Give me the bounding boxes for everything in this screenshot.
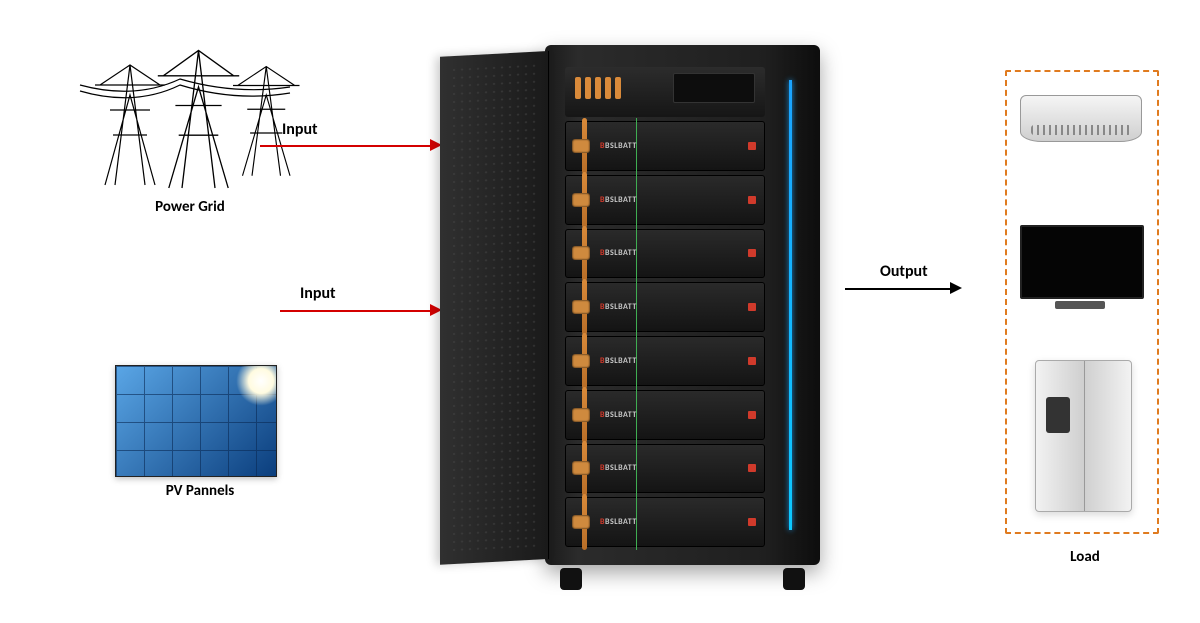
- rack-area: BBSLBATT BBSLBATT BBSLBATT: [565, 67, 765, 547]
- cabinet-led-strip: [789, 80, 792, 530]
- battery-module: BBSLBATT: [565, 282, 765, 332]
- module-brand: BBSLBATT: [600, 463, 637, 473]
- door-mesh: [450, 62, 538, 555]
- cabinet-feet: [560, 568, 805, 590]
- sun-icon: [236, 365, 277, 406]
- status-led: [748, 518, 756, 526]
- battery-module: BBSLBATT: [565, 497, 765, 547]
- module-brand: BBSLBATT: [600, 248, 637, 258]
- air-conditioner-icon: [1020, 95, 1142, 142]
- tv-screen: [1020, 225, 1144, 299]
- cable-port: [572, 139, 590, 153]
- battery-module: BBSLBATT: [565, 229, 765, 279]
- power-grid-icon: [75, 45, 305, 195]
- module-brand: BBSLBATT: [600, 517, 637, 527]
- battery-module: BBSLBATT: [565, 175, 765, 225]
- module-brand: BBSLBATT: [600, 195, 637, 205]
- cable-port: [572, 193, 590, 207]
- cabinet-door: [440, 51, 549, 565]
- status-led: [748, 464, 756, 472]
- module-brand: BBSLBATT: [600, 141, 637, 151]
- cable-port: [572, 300, 590, 314]
- battery-module: BBSLBATT: [565, 121, 765, 171]
- battery-cabinet: BBSLBATT BBSLBATT BBSLBATT: [440, 45, 820, 590]
- controller-panel: [673, 73, 755, 103]
- rack-controller: [565, 67, 765, 117]
- battery-module: BBSLBATT: [565, 390, 765, 440]
- grid-input-label: Input: [282, 120, 318, 139]
- fridge-dispenser: [1046, 397, 1070, 433]
- battery-module: BBSLBATT: [565, 336, 765, 386]
- cable-port: [572, 461, 590, 475]
- pv-input-arrow: [280, 310, 430, 312]
- status-led: [748, 303, 756, 311]
- cable-port: [572, 246, 590, 260]
- status-led: [748, 142, 756, 150]
- output-label: Output: [880, 262, 928, 281]
- module-brand: BBSLBATT: [600, 302, 637, 312]
- cable-port: [572, 354, 590, 368]
- power-grid-caption: Power Grid: [130, 198, 250, 216]
- status-led: [748, 411, 756, 419]
- module-brand: BBSLBATT: [600, 356, 637, 366]
- output-arrow: [845, 288, 950, 290]
- load-caption: Load: [1045, 548, 1125, 566]
- pv-panel-icon: [115, 365, 277, 477]
- controller-plugs: [575, 77, 621, 99]
- module-brand: BBSLBATT: [600, 410, 637, 420]
- status-led: [748, 196, 756, 204]
- cable-port: [572, 408, 590, 422]
- refrigerator-icon: [1035, 360, 1132, 512]
- status-led: [748, 249, 756, 257]
- output-arrowhead: [950, 282, 962, 294]
- status-led: [748, 357, 756, 365]
- pv-caption: PV Pannels: [140, 482, 260, 500]
- grid-input-arrow: [260, 145, 430, 147]
- television-icon: [1020, 225, 1140, 305]
- battery-module: BBSLBATT: [565, 444, 765, 494]
- pv-input-label: Input: [300, 284, 336, 303]
- diagram-canvas: Power Grid PV Pannels Input Input: [0, 0, 1200, 623]
- tv-stand: [1055, 301, 1105, 309]
- cable-port: [572, 515, 590, 529]
